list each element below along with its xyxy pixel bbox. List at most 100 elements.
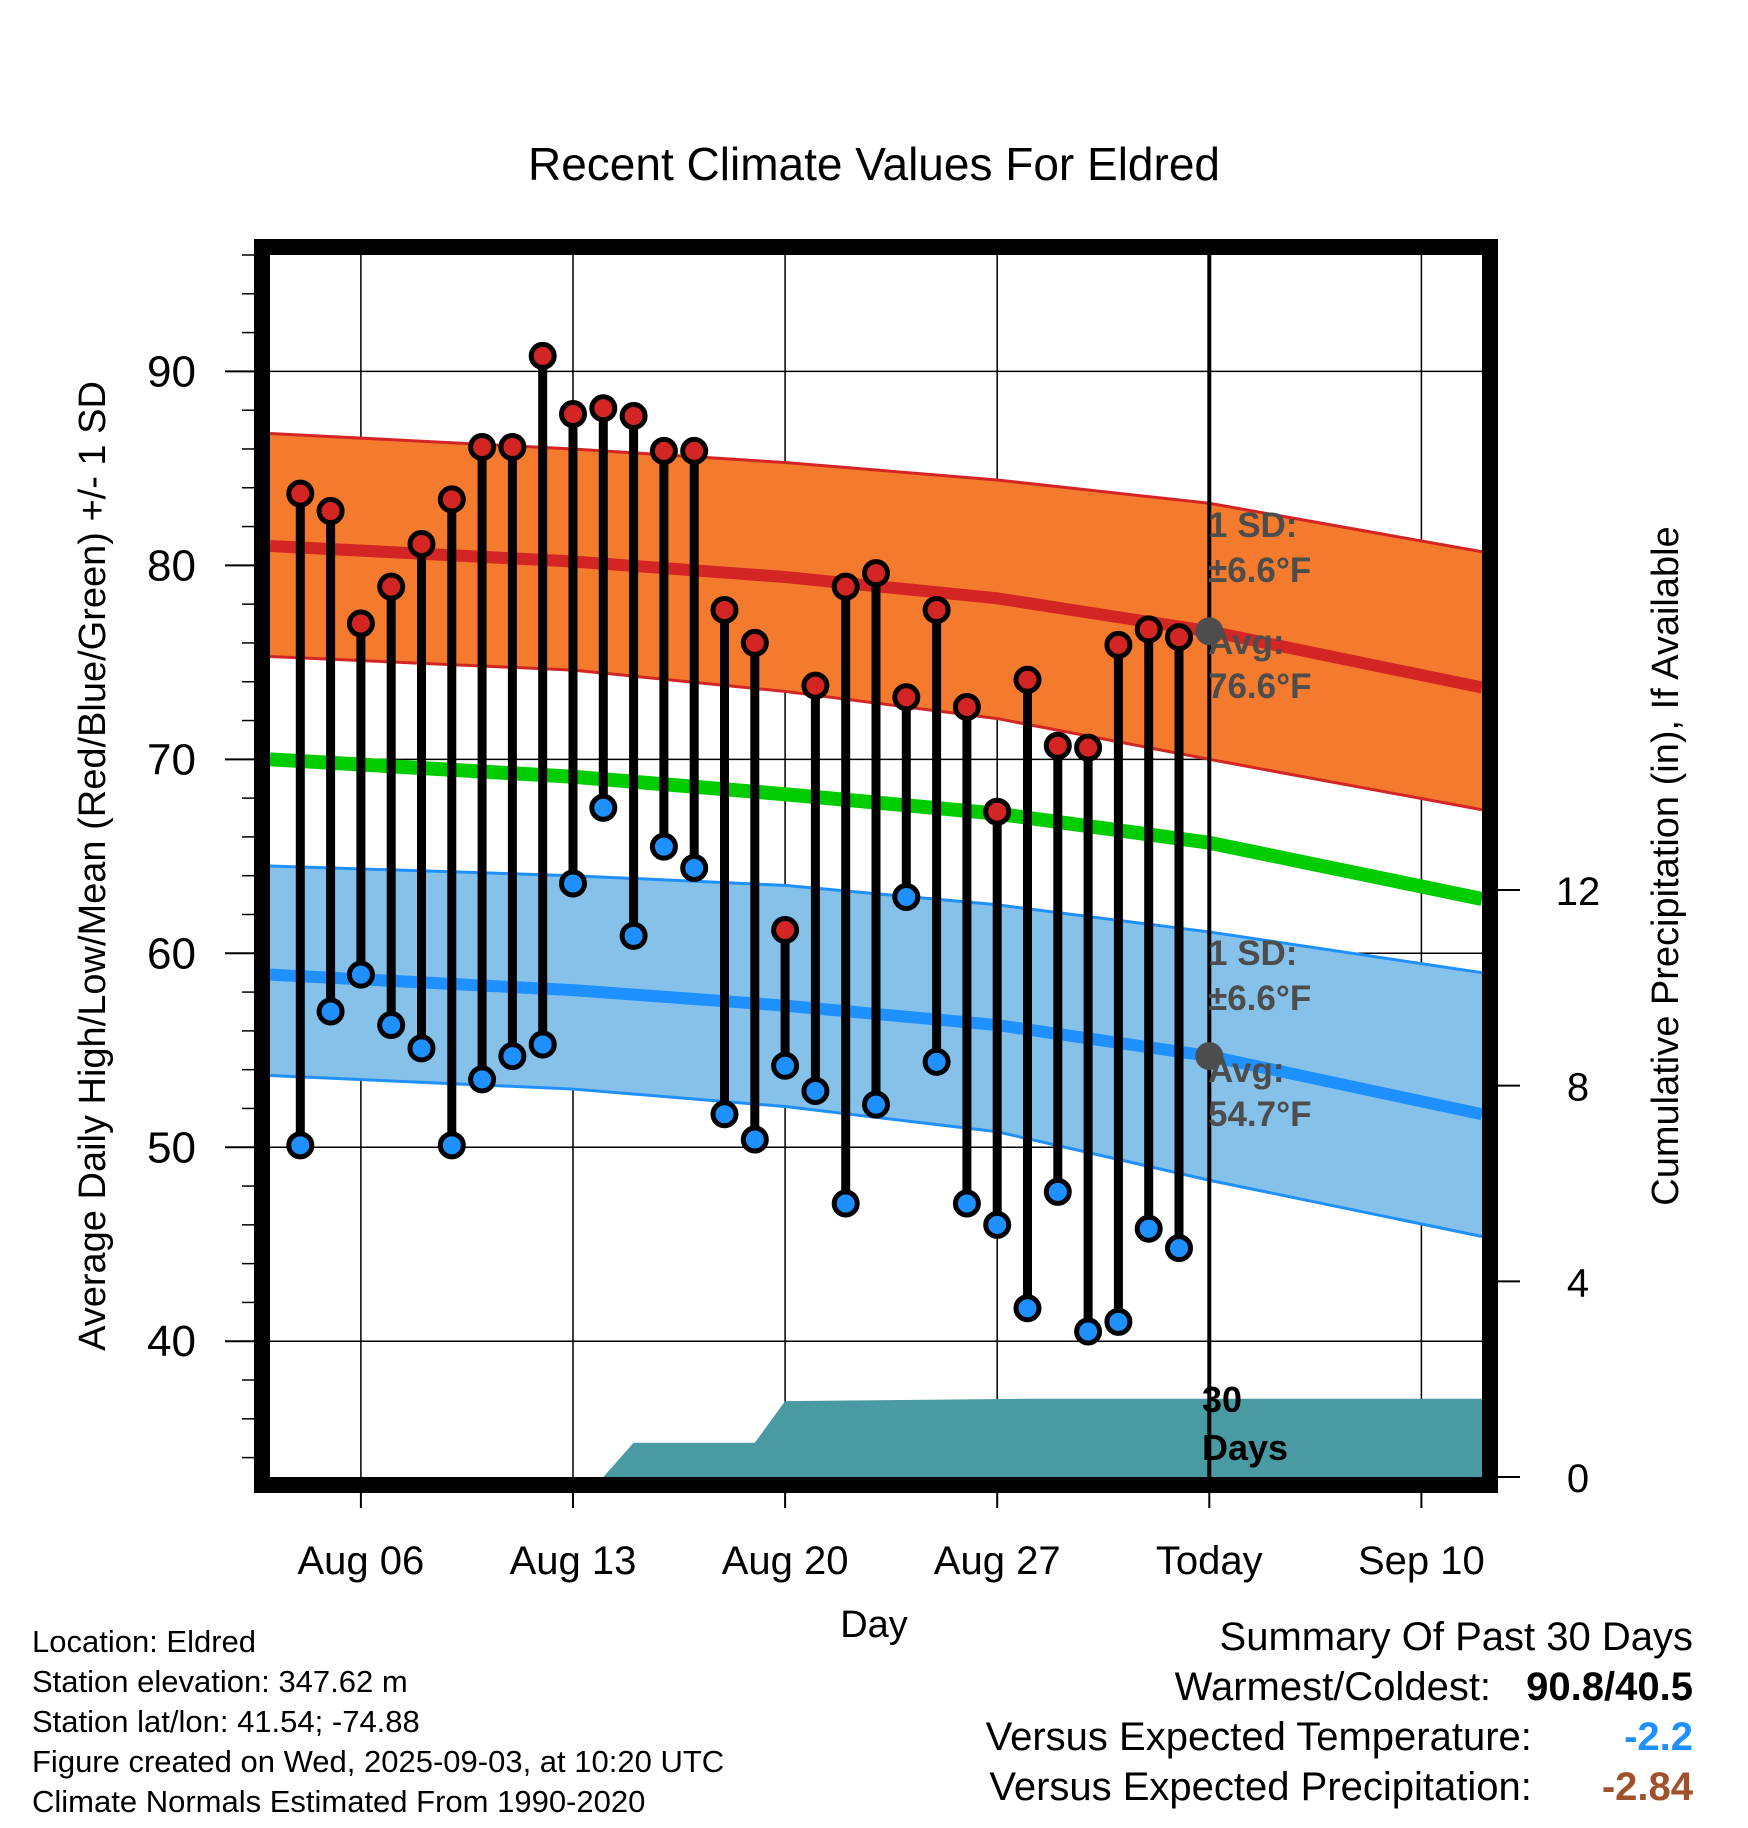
daily-markers <box>286 341 1193 1346</box>
low-point <box>1013 1294 1042 1323</box>
warmest-coldest-label: Warmest/Coldest: <box>1174 1665 1492 1709</box>
high-point <box>498 433 527 462</box>
high-point <box>619 401 648 430</box>
high-point <box>680 436 709 465</box>
high-point <box>377 572 406 601</box>
x-tick-label: Aug 20 <box>722 1539 849 1583</box>
low-point <box>740 1125 769 1154</box>
low-point <box>862 1090 890 1119</box>
high-point <box>316 497 345 526</box>
low-sd-band-lower-edge <box>269 1073 1483 1238</box>
high-point <box>831 572 860 601</box>
y2-tick-label: 12 <box>1556 870 1601 914</box>
high-point <box>1043 731 1072 760</box>
high-avg-value: 76.6°F <box>1208 667 1312 706</box>
low-sd-band-upper-edge <box>269 864 1483 975</box>
normal-mean-line <box>269 752 1484 906</box>
low-point <box>498 1042 527 1071</box>
precip-departure-row: Versus Expected Precipitation: -2.84 <box>986 1762 1693 1812</box>
high-sd-band-lower-edge <box>269 655 1483 812</box>
high-point <box>589 394 618 423</box>
warmest-coldest-row: Warmest/Coldest: 90.8/40.5 <box>986 1662 1693 1712</box>
axes: 40 50 60 70 80 90 0 4 8 12 Aug 06 Aug 13 Aug 20 Aug 2… <box>147 254 1601 1583</box>
y-tick-label: 70 <box>147 735 196 784</box>
low-point <box>801 1077 830 1106</box>
location-text: Location: Eldred <box>32 1624 257 1659</box>
precip-departure-value: -2.84 <box>1601 1765 1693 1809</box>
high-point <box>559 400 587 429</box>
x-tick-label: Aug 06 <box>298 1539 425 1583</box>
precip-area <box>270 1398 1482 1477</box>
low-point <box>952 1189 981 1218</box>
high-point <box>1134 615 1163 644</box>
high-point <box>983 797 1012 826</box>
precip-departure-label: Versus Expected Precipitation: <box>989 1765 1532 1809</box>
low-point <box>1134 1214 1163 1243</box>
y-tick-label: 60 <box>147 929 196 978</box>
low-point <box>286 1131 315 1160</box>
precip-days-label-line2: Days <box>1202 1427 1288 1468</box>
plot-frame <box>254 239 1498 1493</box>
high-point <box>922 595 951 624</box>
y-tick-label: 40 <box>147 1317 196 1366</box>
high-point <box>649 436 678 465</box>
high-point <box>1104 630 1133 659</box>
low-sd-label: 1 SD: <box>1208 934 1297 973</box>
low-sd-value: ±6.6°F <box>1208 979 1311 1018</box>
normal-high-line <box>269 539 1484 694</box>
high-point <box>710 595 739 624</box>
precip-days-label-line1: 30 <box>1202 1379 1242 1420</box>
y-tick-label: 80 <box>147 541 196 590</box>
high-point <box>892 683 921 712</box>
temp-departure-label: Versus Expected Temperature: <box>985 1715 1532 1759</box>
high-point <box>286 479 315 508</box>
y-tick-label: 90 <box>147 347 196 396</box>
low-point <box>316 997 345 1026</box>
low-point <box>1043 1177 1072 1206</box>
warmest-coldest-value: 90.8/40.5 <box>1526 1665 1693 1709</box>
low-avg-label: Avg: <box>1208 1051 1284 1090</box>
high-point <box>468 433 497 462</box>
high-point <box>740 628 769 657</box>
x-tick-label: Aug 13 <box>510 1539 637 1583</box>
low-point <box>589 793 618 822</box>
low-point <box>1165 1234 1193 1263</box>
high-point <box>952 692 981 721</box>
summary-title: Summary Of Past 30 Days <box>1219 1615 1693 1659</box>
y2-tick-label: 0 <box>1567 1457 1589 1501</box>
y-tick-label: 50 <box>147 1123 196 1172</box>
low-avg-value: 54.7°F <box>1208 1095 1312 1134</box>
y-axis-label: Average Daily High/Low/Mean (Red/Blue/Gr… <box>72 381 114 1351</box>
normals-text: Climate Normals Estimated From 1990-2020 <box>32 1784 646 1819</box>
low-point <box>831 1189 860 1218</box>
today-low-avg-marker <box>1195 1042 1224 1071</box>
latlon-text: Station lat/lon: 41.54; -74.88 <box>32 1704 420 1739</box>
temp-departure-row: Versus Expected Temperature: -2.2 <box>986 1712 1693 1762</box>
precip-fill <box>270 1398 1482 1477</box>
low-point <box>922 1047 951 1076</box>
x-axis-label: Day <box>840 1604 908 1646</box>
low-point <box>1074 1317 1103 1346</box>
elevation-text: Station elevation: 347.62 m <box>32 1664 408 1699</box>
low-point <box>528 1030 557 1059</box>
high-sd-label: 1 SD: <box>1208 506 1297 545</box>
high-point <box>1074 733 1103 762</box>
high-sd-value: ±6.6°F <box>1208 551 1311 590</box>
low-point <box>559 869 587 898</box>
x-tick-label: Sep 10 <box>1358 1539 1485 1583</box>
high-point <box>862 559 890 588</box>
low-point <box>892 883 921 912</box>
high-point <box>437 485 466 514</box>
high-point <box>771 916 800 945</box>
daily-range-stems <box>295 355 1184 1332</box>
low-point <box>346 960 375 989</box>
normal-annotations: 1 SD: ±6.6°F Avg: 76.6°F 1 SD: ±6.6°F Av… <box>1202 506 1312 1468</box>
low-point <box>1104 1307 1133 1336</box>
low-point <box>771 1051 800 1080</box>
today-high-avg-marker <box>1195 617 1224 646</box>
high-point <box>528 341 557 370</box>
high-point <box>407 530 436 559</box>
low-point <box>468 1065 497 1094</box>
temp-departure-value: -2.2 <box>1624 1715 1693 1759</box>
